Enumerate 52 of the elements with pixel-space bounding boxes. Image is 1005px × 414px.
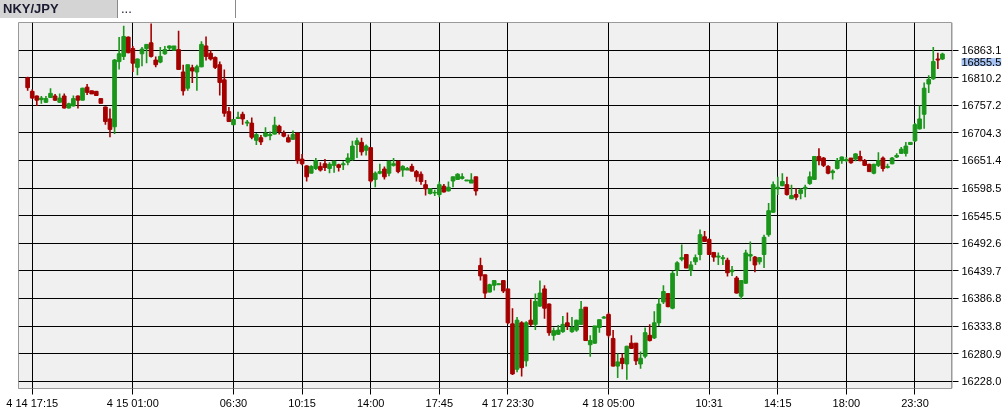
candlestick xyxy=(249,116,255,141)
x-tick-label: 14:15 xyxy=(764,396,792,409)
chart-title: NKY/JPY xyxy=(3,0,59,18)
candlestick xyxy=(633,342,639,366)
candlestick xyxy=(354,136,360,159)
x-tick-label: 10:31 xyxy=(695,396,723,409)
candlestick xyxy=(528,298,534,327)
candlestick xyxy=(912,122,918,143)
candlestick xyxy=(761,233,767,269)
y-tick-label: 16386.8 xyxy=(961,292,1002,305)
candlestick xyxy=(107,107,113,138)
text: 16855.5 xyxy=(961,56,1002,69)
candlestick xyxy=(533,292,538,331)
x-tick-label: 14:00 xyxy=(356,396,385,409)
candlestick xyxy=(720,254,726,266)
x-tick-label: 17:45 xyxy=(425,396,454,409)
y-tick-label: 16704.3 xyxy=(961,126,1002,139)
y-tick-label: 16863.1 xyxy=(961,44,1002,57)
y-tick-label: 16545.5 xyxy=(961,209,1002,222)
candlestick xyxy=(606,311,611,339)
x-tick-label: 06:30 xyxy=(219,396,248,409)
candlestick xyxy=(642,326,648,360)
x-tick-label: 4 17 23:30 xyxy=(481,396,534,409)
candlestick xyxy=(189,63,195,84)
y-tick-label: 16228.0 xyxy=(961,375,1002,388)
y-tick-label: 16439.7 xyxy=(961,264,1002,277)
candlestick xyxy=(148,22,154,59)
candlestick xyxy=(784,176,790,197)
x-tick-label: 4 14 17:15 xyxy=(6,396,59,409)
candlestick xyxy=(624,344,630,381)
candlestick xyxy=(473,176,479,197)
candlestick xyxy=(679,243,685,263)
x-tick-label: 4 15 01:00 xyxy=(106,396,159,409)
text: ... xyxy=(121,0,132,18)
x-tick-label: 18:00 xyxy=(832,396,861,409)
y-tick-label: 16810.2 xyxy=(961,71,1002,84)
y-tick-label: 16598.5 xyxy=(961,182,1002,195)
candlestick xyxy=(802,183,808,198)
y-tick-label: 16280.9 xyxy=(961,347,1002,360)
candlestick xyxy=(203,35,209,62)
candlestick xyxy=(185,63,191,92)
x-tick-label: 23:30 xyxy=(901,396,929,409)
x-tick-label: 10:15 xyxy=(288,396,316,409)
candlestick xyxy=(615,352,621,379)
x-tick-label: 4 18 05:00 xyxy=(582,396,635,409)
y-tick-label: 16333.8 xyxy=(961,320,1002,333)
candlestick xyxy=(935,51,941,70)
candlestick xyxy=(139,46,145,68)
y-tick-label: 16757.2 xyxy=(961,99,1002,112)
y-tick-label: 16492.6 xyxy=(961,237,1002,250)
y-tick-label: 16651.4 xyxy=(961,154,1002,167)
candlestick xyxy=(725,256,730,278)
